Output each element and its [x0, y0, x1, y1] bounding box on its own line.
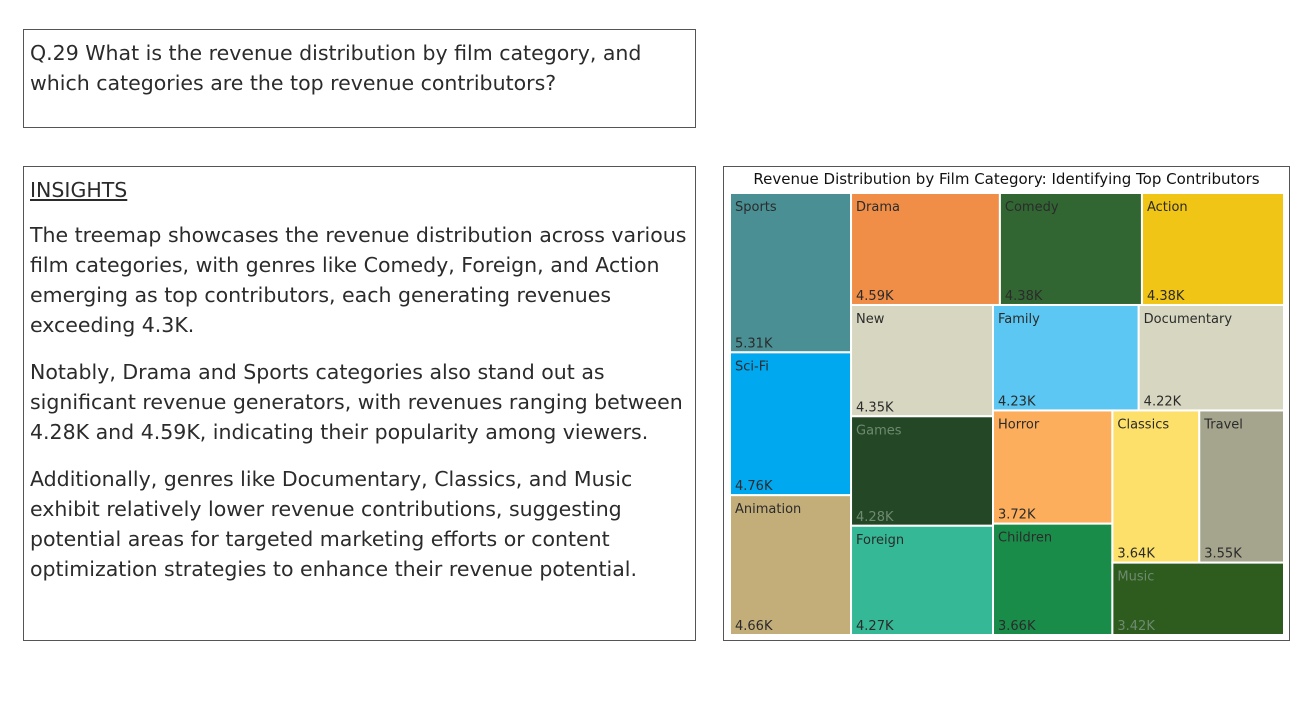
question-box: Q.29 What is the revenue distribution by…: [23, 29, 696, 128]
insight-paragraph-2: Notably, Drama and Sports categories als…: [30, 360, 683, 444]
treemap-tile-sci-fi[interactable]: Sci-Fi 4.76K: [729, 351, 853, 497]
tile-rect[interactable]: [1198, 409, 1286, 564]
tile-category-label: Games: [856, 423, 902, 438]
tile-category-label: Children: [998, 531, 1052, 546]
treemap-svg: Sports 5.31K Sci-Fi 4.76K Animation 4.66K Dram…: [729, 192, 1286, 636]
treemap-tile-new[interactable]: New 4.35K: [850, 303, 995, 418]
tile-rect[interactable]: [1137, 303, 1285, 412]
tile-rect[interactable]: [1111, 409, 1201, 564]
treemap-tile-documentary[interactable]: Documentary 4.22K: [1137, 303, 1285, 412]
chart-title: Revenue Distribution by Film Category: I…: [753, 170, 1260, 188]
tile-value-label: 5.31K: [735, 336, 773, 351]
tile-value-label: 3.66K: [998, 619, 1036, 634]
insights-box: INSIGHTS The treemap showcases the reven…: [23, 166, 696, 641]
tile-value-label: 4.59K: [856, 289, 894, 304]
treemap-tile-children[interactable]: Children 3.66K: [992, 522, 1114, 636]
tile-value-label: 3.55K: [1204, 547, 1242, 562]
tile-category-label: Action: [1147, 200, 1188, 215]
tile-category-label: New: [856, 312, 885, 327]
treemap-chart: Sports 5.31K Sci-Fi 4.76K Animation 4.66K Dram…: [723, 166, 1290, 641]
treemap-tile-drama[interactable]: Drama 4.59K: [850, 192, 1001, 306]
tile-category-label: Foreign: [856, 533, 904, 548]
treemap-tile-comedy[interactable]: Comedy 4.38K: [998, 192, 1143, 306]
treemap-tile-animation[interactable]: Animation 4.66K: [729, 494, 853, 636]
tile-category-label: Sci-Fi: [735, 359, 769, 374]
tile-value-label: 4.27K: [856, 619, 894, 634]
tile-category-label: Animation: [735, 502, 801, 517]
tile-value-label: 4.35K: [856, 400, 894, 415]
tile-rect[interactable]: [992, 522, 1114, 636]
tile-value-label: 3.64K: [1117, 547, 1155, 562]
tile-value-label: 4.22K: [1144, 394, 1182, 409]
tile-rect[interactable]: [1111, 561, 1285, 636]
tile-value-label: 3.42K: [1117, 619, 1155, 634]
treemap-tile-travel[interactable]: Travel 3.55K: [1198, 409, 1286, 564]
tile-category-label: Documentary: [1144, 312, 1233, 327]
tile-rect[interactable]: [729, 192, 853, 354]
tile-rect[interactable]: [729, 494, 853, 636]
tile-rect[interactable]: [850, 192, 1001, 306]
treemap-tile-foreign[interactable]: Foreign 4.27K: [850, 524, 995, 636]
tile-category-label: Family: [998, 312, 1040, 327]
tile-category-label: Horror: [998, 417, 1040, 432]
treemap-tile-family[interactable]: Family 4.23K: [992, 303, 1140, 412]
tile-value-label: 3.72K: [998, 508, 1036, 523]
tile-value-label: 4.23K: [998, 394, 1036, 409]
tile-rect[interactable]: [998, 192, 1143, 306]
tile-value-label: 4.76K: [735, 479, 773, 494]
tile-value-label: 4.28K: [856, 510, 894, 525]
treemap-tile-horror[interactable]: Horror 3.72K: [992, 409, 1114, 525]
question-text: Q.29 What is the revenue distribution by…: [30, 41, 642, 95]
tile-category-label: Music: [1117, 570, 1154, 585]
treemap-tile-games[interactable]: Games 4.28K: [850, 415, 995, 527]
tile-value-label: 4.38K: [1005, 289, 1043, 304]
tile-category-label: Travel: [1203, 417, 1243, 432]
insights-heading: INSIGHTS: [30, 178, 128, 202]
tile-category-label: Comedy: [1005, 200, 1059, 215]
insight-paragraph-3: Additionally, genres like Documentary, C…: [30, 467, 638, 581]
tile-rect[interactable]: [729, 351, 853, 497]
tile-rect[interactable]: [850, 524, 995, 636]
tile-value-label: 4.38K: [1147, 289, 1185, 304]
tile-rect[interactable]: [850, 303, 995, 418]
tile-category-label: Classics: [1117, 417, 1169, 432]
treemap-tile-music[interactable]: Music 3.42K: [1111, 561, 1285, 636]
treemap-tile-sports[interactable]: Sports 5.31K: [729, 192, 853, 354]
treemap-tile-action[interactable]: Action 4.38K: [1140, 192, 1285, 306]
treemap-tile-classics[interactable]: Classics 3.64K: [1111, 409, 1201, 564]
tile-category-label: Drama: [856, 200, 900, 215]
insight-paragraph-1: The treemap showcases the revenue distri…: [30, 223, 687, 337]
tile-category-label: Sports: [735, 200, 777, 215]
tile-value-label: 4.66K: [735, 619, 773, 634]
